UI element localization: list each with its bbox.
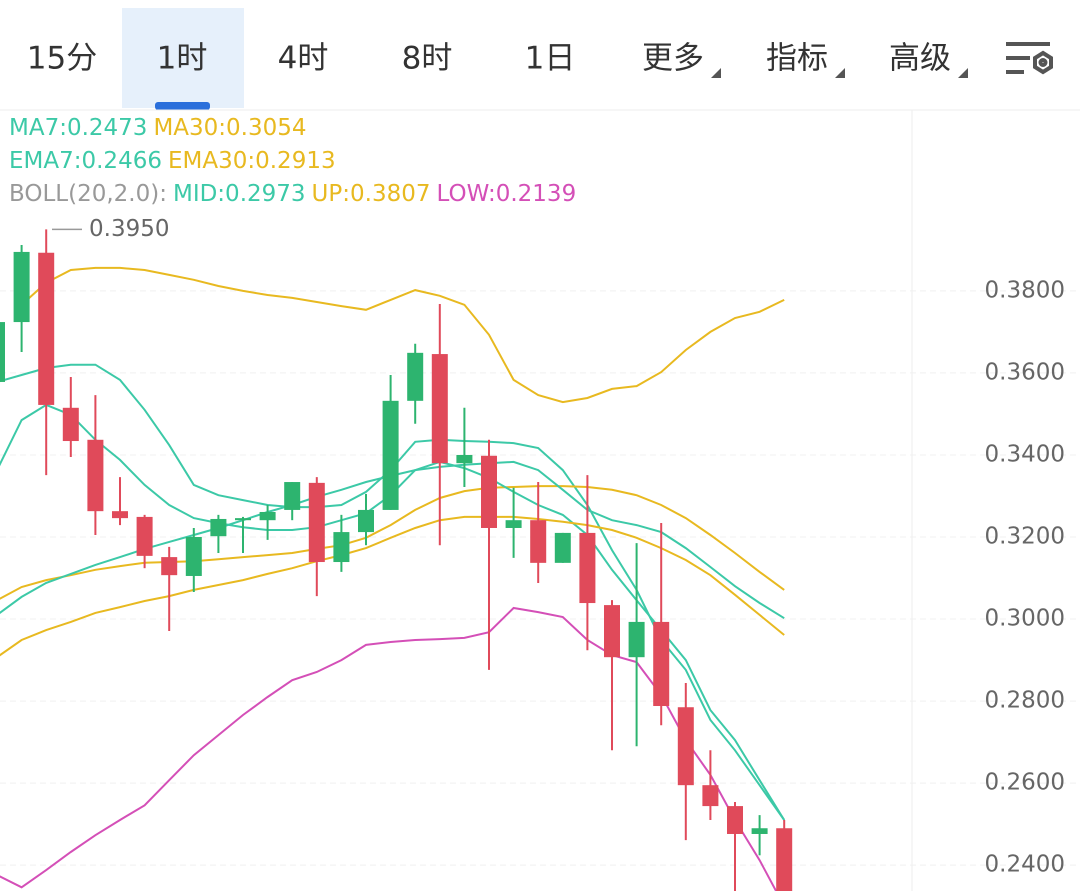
legend-entry: MA7:0.2473 [9, 115, 147, 141]
candle-body [604, 605, 620, 658]
candle-body [112, 511, 128, 519]
tab[interactable]: 1日 [525, 41, 576, 77]
candle-body [235, 518, 251, 521]
tab[interactable]: 15分 [27, 41, 97, 77]
legend-entry: LOW:0.2139 [436, 181, 576, 207]
y-tick-label: 0.3200 [985, 524, 1065, 550]
candle-body [702, 785, 719, 807]
y-tick-label: 0.3400 [985, 441, 1065, 467]
legend-row: BOLL(20,2.0): MID:0.2973 UP:0.3807 LOW:0.21… [9, 181, 576, 207]
y-tick-label: 0.2600 [985, 770, 1065, 796]
y-tick-label: 0.3800 [985, 277, 1065, 303]
candle-body [751, 828, 768, 834]
legend-row: EMA7:0.2466 EMA30:0.2913 [9, 148, 336, 174]
candle-body [13, 251, 30, 323]
y-tick-label: 0.3600 [985, 359, 1065, 385]
candle-body [38, 252, 55, 405]
dropdown-arrow [711, 68, 721, 78]
selected-indicator [155, 102, 210, 110]
legend-entry: MID:0.2973 [173, 181, 306, 207]
candle-body [653, 621, 670, 707]
candle-body [284, 482, 301, 510]
tab[interactable]: 1时 [157, 41, 208, 77]
y-tick-label: 0.2800 [985, 688, 1065, 714]
candle-body [677, 707, 694, 786]
candle-body [481, 455, 497, 528]
dropdown-arrow [835, 68, 845, 78]
candle-body [554, 532, 571, 563]
candle-body [776, 828, 793, 891]
candle-body [505, 520, 522, 528]
candle-body [382, 400, 399, 510]
candle-body [431, 354, 448, 464]
tab[interactable]: 更多 [642, 41, 704, 77]
candle-body [62, 407, 79, 442]
legend-row: MA7:0.2473 MA30:0.3054 [9, 115, 307, 141]
tab[interactable]: 指标 [766, 41, 828, 77]
indicator-line [0, 515, 785, 657]
candle-body [530, 520, 547, 563]
max-label: 0.3950 [89, 216, 169, 242]
candle-body [407, 352, 424, 401]
candle-body [456, 454, 473, 464]
candle-body [0, 322, 5, 382]
candle-body [210, 518, 227, 537]
candle-body [259, 511, 276, 521]
settings-icon[interactable] [1006, 42, 1053, 75]
indicator-line [0, 606, 778, 891]
candle-body [579, 532, 596, 604]
candle-body [333, 532, 350, 563]
candle-body [136, 516, 153, 556]
candle-body [308, 482, 325, 563]
legend-entry: EMA7:0.2466 [9, 148, 162, 174]
legend-entry: UP:0.3807 [312, 181, 431, 207]
tab[interactable]: 高级 [889, 41, 951, 77]
dropdown-arrow [958, 68, 968, 78]
candle-body [727, 806, 743, 834]
candle-body [358, 509, 374, 533]
candle-body [161, 557, 178, 576]
tab[interactable]: 4时 [278, 41, 329, 77]
y-tick-label: 0.2400 [985, 852, 1065, 878]
tab[interactable]: 8时 [402, 41, 453, 77]
candle-body [628, 621, 645, 658]
boll-label: BOLL(20,2.0): [9, 181, 167, 207]
legend-entry: EMA30:0.2913 [168, 148, 336, 174]
indicator-line [0, 485, 785, 600]
indicator-line [20, 266, 785, 404]
y-tick-label: 0.3000 [985, 606, 1065, 632]
candle-body [185, 537, 202, 576]
candle-body [87, 439, 104, 512]
selected-tab-bg [122, 8, 244, 108]
legend-entry: MA30:0.3054 [153, 115, 306, 141]
